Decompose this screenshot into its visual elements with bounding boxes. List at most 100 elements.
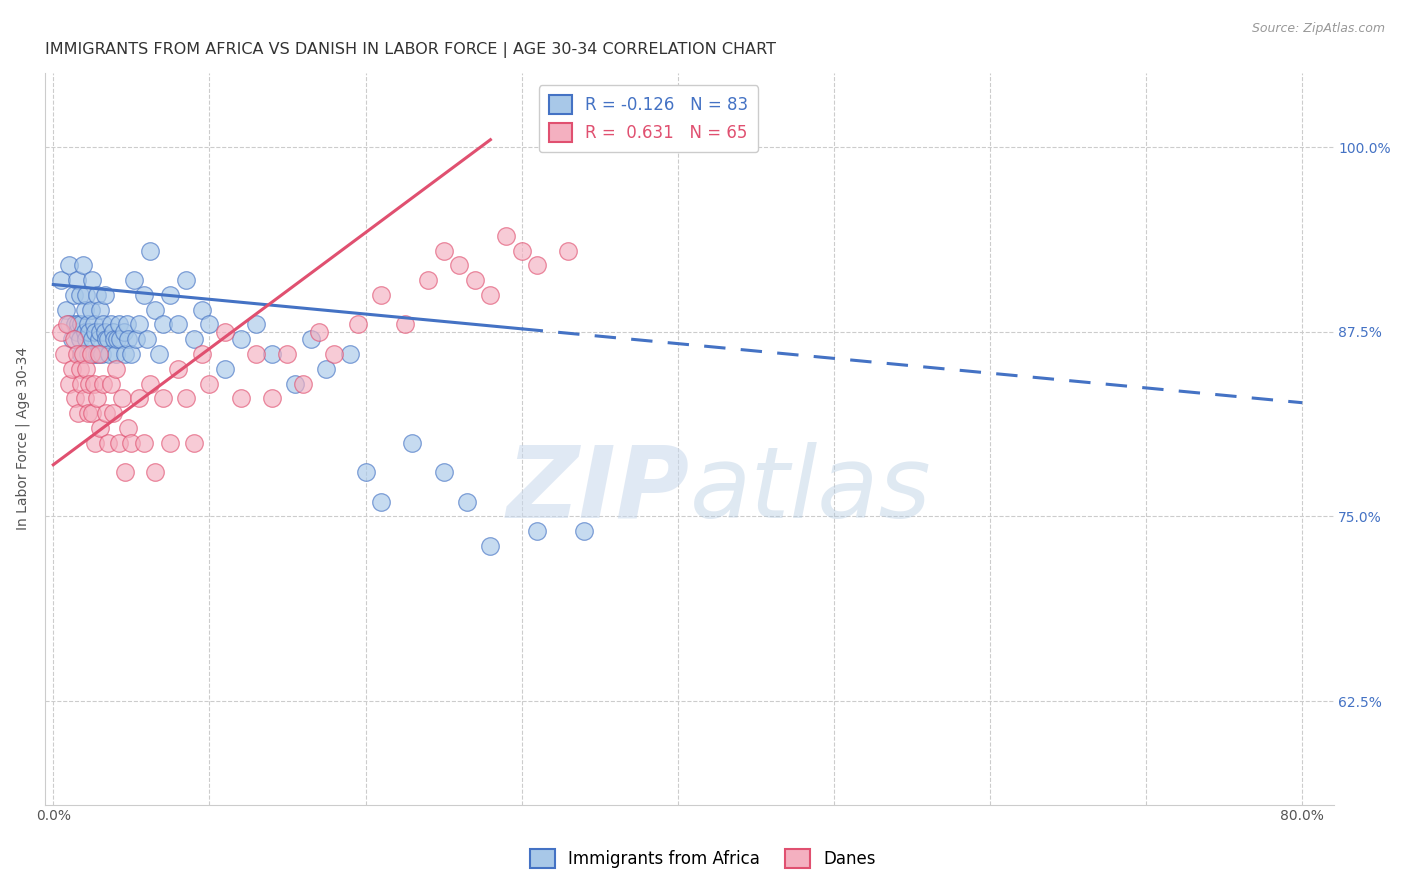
Point [276,347,298,361]
Point [73,302,96,317]
Point [72,347,94,361]
Point [132,288,155,302]
Point [55,302,77,317]
Point [115,318,138,332]
Point [139,244,162,258]
Point [167,361,190,376]
Point [572,524,595,539]
Point [394,318,416,332]
Point [110,332,132,346]
Point [56,318,79,332]
Point [117,332,139,346]
Point [433,244,456,258]
Point [260,391,283,405]
Point [433,465,456,479]
Point [557,244,579,258]
Point [82,273,104,287]
Point [152,318,174,332]
Point [456,494,478,508]
Point [53,347,76,361]
Text: Source: ZipAtlas.com: Source: ZipAtlas.com [1251,22,1385,36]
Point [152,391,174,405]
Point [132,435,155,450]
Point [70,347,93,361]
Point [89,302,111,317]
Point [89,421,111,435]
Point [94,325,117,339]
Point [284,376,307,391]
Point [77,376,100,391]
Point [91,318,114,332]
Text: ZIP: ZIP [506,442,689,539]
Point [58,258,80,272]
Point [82,406,104,420]
Point [63,318,86,332]
Point [159,288,181,302]
Point [58,376,80,391]
Point [84,435,107,450]
Point [183,435,205,450]
Point [60,332,83,346]
Point [299,332,322,346]
Point [416,273,439,287]
Point [80,302,103,317]
Point [401,435,423,450]
Point [479,539,502,553]
Point [49,273,72,287]
Point [83,376,105,391]
Point [117,421,139,435]
Point [214,325,236,339]
Point [190,347,212,361]
Legend: Immigrants from Africa, Danes: Immigrants from Africa, Danes [523,842,883,875]
Point [370,288,392,302]
Point [108,318,131,332]
Point [70,318,93,332]
Y-axis label: In Labor Force | Age 30-34: In Labor Force | Age 30-34 [15,347,30,531]
Point [86,347,108,361]
Point [75,361,97,376]
Point [124,273,146,287]
Point [183,332,205,346]
Point [70,376,93,391]
Point [87,332,110,346]
Point [198,376,221,391]
Point [87,347,110,361]
Point [167,318,190,332]
Point [66,347,89,361]
Point [510,244,533,258]
Point [72,258,94,272]
Point [308,325,330,339]
Point [111,391,134,405]
Point [108,435,131,450]
Point [80,347,103,361]
Point [139,376,162,391]
Text: atlas: atlas [689,442,931,539]
Point [97,435,120,450]
Point [67,406,90,420]
Point [84,325,107,339]
Point [69,361,91,376]
Point [76,406,98,420]
Point [58,318,80,332]
Point [245,318,267,332]
Legend: R = -0.126   N = 83, R =  0.631   N = 65: R = -0.126 N = 83, R = 0.631 N = 65 [538,86,758,152]
Point [49,325,72,339]
Point [148,347,170,361]
Point [66,273,89,287]
Point [67,318,90,332]
Point [479,288,502,302]
Point [260,347,283,361]
Point [174,391,197,405]
Point [339,347,361,361]
Point [120,435,142,450]
Point [86,288,108,302]
Point [73,325,96,339]
Point [114,465,136,479]
Point [190,302,212,317]
Point [323,347,346,361]
Text: IMMIGRANTS FROM AFRICA VS DANISH IN LABOR FORCE | AGE 30-34 CORRELATION CHART: IMMIGRANTS FROM AFRICA VS DANISH IN LABO… [45,42,776,58]
Point [120,347,142,361]
Point [315,361,337,376]
Point [103,332,125,346]
Point [526,524,548,539]
